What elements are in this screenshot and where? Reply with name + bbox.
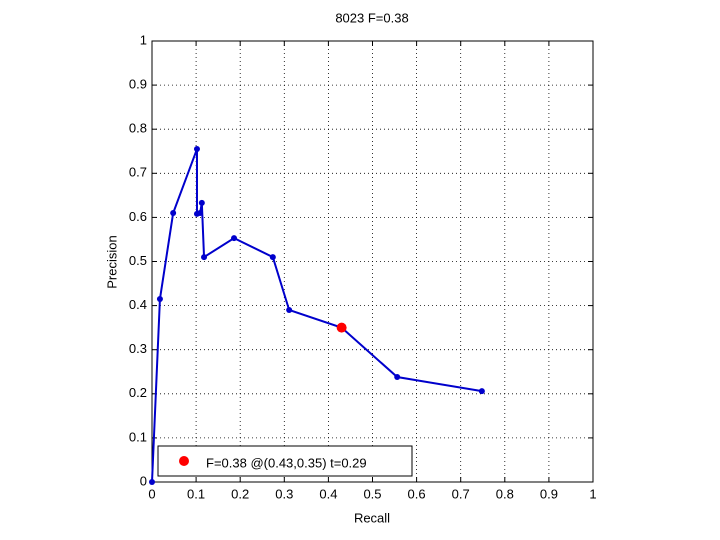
y-tick-label: 1 — [140, 32, 147, 47]
y-tick-label: 0 — [140, 473, 147, 488]
point-marker — [170, 209, 177, 216]
y-tick-label: 0.6 — [129, 209, 147, 224]
point-marker — [149, 479, 155, 485]
y-tick-label: 0.9 — [129, 77, 147, 92]
point-marker — [394, 374, 401, 381]
y-axis-label: Precision — [104, 235, 119, 288]
y-tick-label: 0.7 — [129, 165, 147, 180]
point-marker — [201, 254, 208, 261]
x-tick-label: 0.1 — [187, 486, 205, 501]
x-tick-label: 0.6 — [408, 486, 426, 501]
x-tick-label: 0.7 — [452, 486, 470, 501]
point-marker — [269, 254, 276, 261]
x-tick-label: 0.8 — [496, 486, 514, 501]
x-axis-label: Recall — [354, 510, 390, 525]
point-marker — [231, 235, 238, 242]
x-tick-label: 0.5 — [363, 486, 381, 501]
legend-box — [157, 445, 413, 477]
point-marker — [156, 295, 163, 302]
x-tick-label: 0.3 — [275, 486, 293, 501]
y-tick-label: 0.3 — [129, 341, 147, 356]
x-tick-label: 0.2 — [231, 486, 249, 501]
legend-marker — [179, 456, 189, 466]
y-tick-label: 0.8 — [129, 121, 147, 136]
x-tick-label: 0.9 — [540, 486, 558, 501]
x-tick-label: 1 — [589, 486, 596, 501]
legend-label: F=0.38 @(0.43,0.35) t=0.29 — [206, 455, 367, 470]
x-tick-label: 0 — [148, 486, 155, 501]
axes-box — [151, 40, 594, 483]
y-tick-label: 0.4 — [129, 297, 147, 312]
point-marker — [198, 199, 205, 206]
y-tick-label: 0.2 — [129, 385, 147, 400]
highlight-point — [336, 322, 347, 333]
point-marker — [478, 388, 485, 395]
y-tick-label: 0.5 — [129, 253, 147, 268]
point-marker — [193, 146, 200, 153]
chart-title: 8023 F=0.38 — [335, 10, 408, 25]
series-line — [151, 148, 483, 483]
y-tick-label: 0.1 — [129, 429, 147, 444]
point-marker — [286, 307, 293, 314]
point-marker — [197, 209, 204, 216]
x-tick-label: 0.4 — [319, 486, 337, 501]
